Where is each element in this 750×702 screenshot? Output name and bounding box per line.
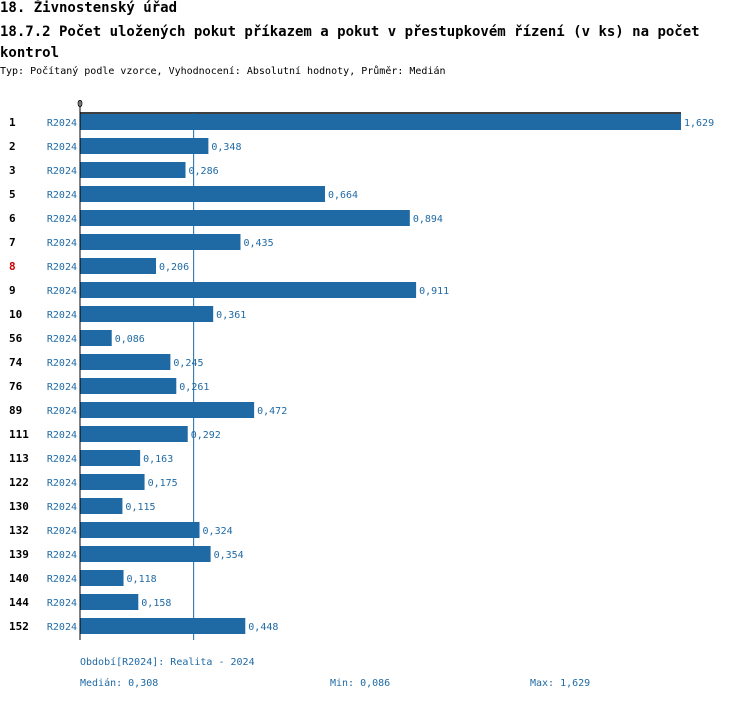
category-label: 7 <box>9 236 16 249</box>
bar <box>80 402 255 418</box>
category-label: 74 <box>9 356 23 369</box>
bar <box>80 330 112 346</box>
data-label: 0,361 <box>216 310 246 321</box>
period-legend: Období[R2024]: Realita - 2024 <box>80 657 255 668</box>
bar <box>80 570 124 586</box>
category-label: 8 <box>9 260 16 273</box>
category-label: 113 <box>9 452 29 465</box>
data-label: 0,348 <box>211 142 241 153</box>
series-label: R2024 <box>47 406 77 417</box>
data-label: 0,292 <box>191 430 221 441</box>
series-label: R2024 <box>47 598 77 609</box>
bar <box>80 138 209 154</box>
data-label: 0,206 <box>159 262 189 273</box>
data-label: 0,911 <box>419 286 449 297</box>
category-label: 2 <box>9 140 16 153</box>
category-label: 111 <box>9 428 29 441</box>
bar <box>80 186 325 202</box>
page-title: 18. Živnostenský úřad <box>0 0 178 16</box>
series-label: R2024 <box>47 502 77 513</box>
series-label: R2024 <box>47 190 77 201</box>
category-label: 10 <box>9 308 22 321</box>
data-label: 0,286 <box>189 166 219 177</box>
series-label: R2024 <box>47 334 77 345</box>
category-label: 152 <box>9 620 29 633</box>
data-label: 0,261 <box>179 382 209 393</box>
series-label: R2024 <box>47 142 77 153</box>
category-label: 56 <box>9 332 23 345</box>
bar <box>80 426 188 442</box>
bar <box>80 234 241 250</box>
bar <box>80 306 214 322</box>
bar <box>80 354 171 370</box>
bar <box>80 378 177 394</box>
category-label: 1 <box>9 116 16 129</box>
data-label: 0,158 <box>141 598 171 609</box>
max-stat: Max: 1,629 <box>530 678 591 689</box>
bar <box>80 162 186 178</box>
series-label: R2024 <box>47 526 77 537</box>
category-label: 140 <box>9 572 29 585</box>
series-label: R2024 <box>47 310 77 321</box>
series-label: R2024 <box>47 262 77 273</box>
bar <box>80 210 410 226</box>
series-label: R2024 <box>47 574 77 585</box>
bar <box>80 282 417 298</box>
series-label: R2024 <box>47 214 77 225</box>
series-label: R2024 <box>47 118 77 129</box>
series-label: R2024 <box>47 382 77 393</box>
category-label: 144 <box>9 596 29 609</box>
data-label: 0,245 <box>173 358 203 369</box>
data-label: 0,894 <box>413 214 443 225</box>
category-label: 132 <box>9 524 29 537</box>
series-label: R2024 <box>47 454 77 465</box>
data-label: 0,118 <box>127 574 157 585</box>
category-label: 6 <box>9 212 16 225</box>
category-label: 76 <box>9 380 23 393</box>
median-stat: Medián: 0,308 <box>80 678 159 689</box>
category-label: 5 <box>9 188 16 201</box>
data-label: 0,448 <box>248 622 278 633</box>
data-label: 0,115 <box>125 502 155 513</box>
chart-description: Typ: Počítaný podle vzorce, Vyhodnocení:… <box>0 66 446 77</box>
series-label: R2024 <box>47 478 77 489</box>
category-label: 3 <box>9 164 16 177</box>
data-label: 0,086 <box>115 334 145 345</box>
data-label: 0,175 <box>148 478 178 489</box>
series-label: R2024 <box>47 286 77 297</box>
bar <box>80 522 200 538</box>
category-label: 130 <box>9 500 29 513</box>
bar <box>80 114 681 130</box>
bar <box>80 618 246 634</box>
bar <box>80 474 145 490</box>
bar <box>80 498 123 514</box>
series-label: R2024 <box>47 550 77 561</box>
chart-title: 18.7.2 Počet uložených pokut příkazem a … <box>0 24 700 61</box>
data-label: 0,435 <box>243 238 273 249</box>
bar <box>80 450 141 466</box>
data-label: 0,664 <box>328 190 358 201</box>
data-label: 0,472 <box>257 406 287 417</box>
series-label: R2024 <box>47 358 77 369</box>
data-label: 0,163 <box>143 454 173 465</box>
series-label: R2024 <box>47 430 77 441</box>
min-stat: Min: 0,086 <box>330 678 391 689</box>
series-label: R2024 <box>47 238 77 249</box>
data-label: 1,629 <box>684 118 714 129</box>
category-label: 9 <box>9 284 16 297</box>
data-label: 0,354 <box>214 550 244 561</box>
series-label: R2024 <box>47 166 77 177</box>
data-label: 0,324 <box>203 526 233 537</box>
bar <box>80 258 157 274</box>
bar <box>80 594 139 610</box>
series-label: R2024 <box>47 622 77 633</box>
category-label: 122 <box>9 476 29 489</box>
bar <box>80 546 211 562</box>
category-label: 89 <box>9 404 22 417</box>
category-label: 139 <box>9 548 29 561</box>
